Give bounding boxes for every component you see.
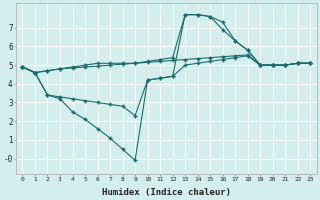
X-axis label: Humidex (Indice chaleur): Humidex (Indice chaleur) — [102, 188, 231, 197]
